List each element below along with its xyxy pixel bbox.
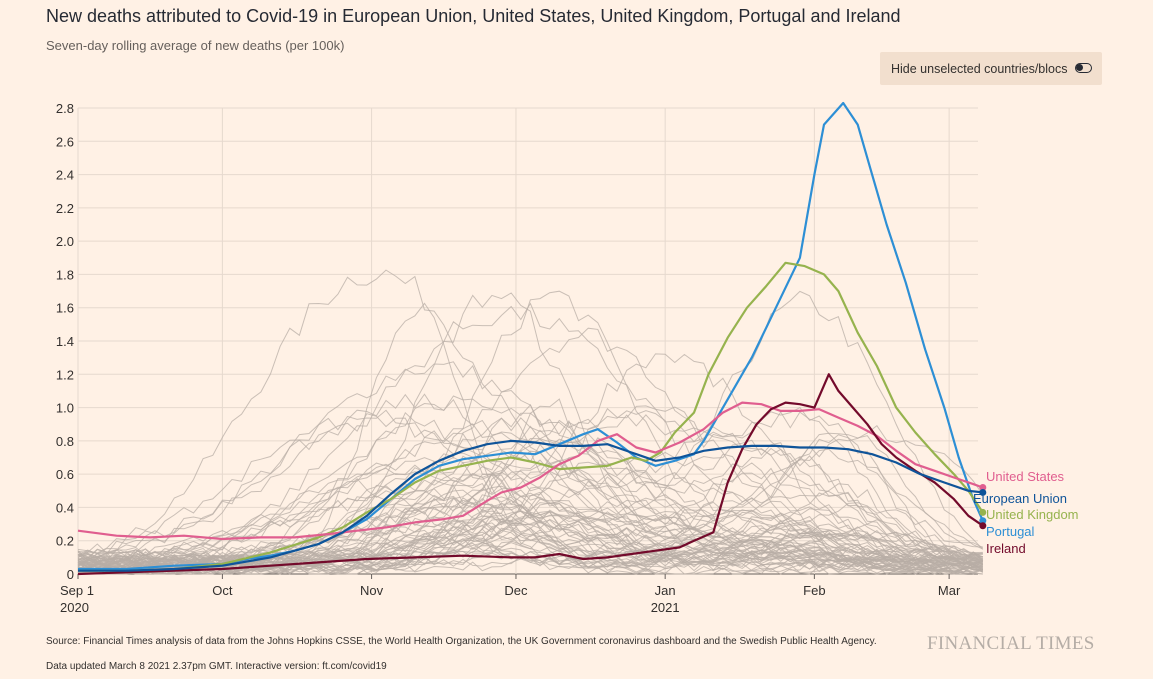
series-label-united-states: United States: [986, 469, 1065, 484]
background-country-line: [77, 487, 984, 563]
y-tick-label: 2.8: [56, 101, 74, 116]
data-updated-note: Data updated March 8 2021 2.37pm GMT. In…: [46, 661, 387, 672]
source-note: Source: Financial Times analysis of data…: [46, 636, 877, 647]
hide-unselected-toggle-button[interactable]: Hide unselected countries/blocs: [880, 52, 1102, 85]
background-country-line: [77, 498, 984, 568]
x-tick-label: Dec: [504, 583, 528, 598]
series-line-ireland: [77, 373, 984, 576]
background-country-line: [77, 437, 983, 574]
y-tick-label: 1.2: [56, 367, 74, 382]
y-tick-label: 0.4: [56, 500, 74, 515]
x-tick-label: Sep 1: [60, 583, 94, 598]
background-country-line: [77, 497, 983, 574]
background-country-line: [77, 269, 984, 565]
x-tick-sublabel: 2021: [651, 600, 680, 615]
background-country-line: [77, 494, 983, 575]
x-tick-label: Jan: [655, 583, 676, 598]
chart-plot: 0 0.2 0.4 0.6 0.8 1.0 1.2 1.4 1.6 1.8 2.0 2.2 2.4 2.6…: [56, 101, 1079, 615]
chart-subtitle: Seven-day rolling average of new deaths …: [46, 38, 345, 53]
series-line-united-states: [77, 401, 984, 541]
series-label-european-union: European Union: [973, 491, 1067, 506]
x-tick-label: Nov: [360, 583, 384, 598]
series-endpoint-united-states: [979, 483, 987, 491]
x-tick-label: Oct: [212, 583, 233, 598]
y-tick-label: 0: [67, 567, 74, 582]
series-endpoint-portugal: [979, 517, 987, 525]
background-country-line: [77, 395, 983, 561]
background-country-line: [77, 302, 983, 570]
x-tick-label: Feb: [803, 583, 825, 598]
toggle-knob: [1076, 64, 1083, 71]
series-endpoint-united-kingdom: [979, 508, 987, 516]
series-line-united-kingdom: [78, 261, 984, 572]
series-endpoint-ireland: [979, 522, 987, 530]
background-country-line: [77, 485, 983, 575]
background-country-line: [77, 497, 984, 572]
grid-lines: [77, 107, 978, 575]
y-tick-label: 2.2: [56, 201, 74, 216]
chart-title: New deaths attributed to Covid-19 in Eur…: [46, 6, 901, 26]
series-line-european-union: [78, 439, 983, 572]
series-lines: [77, 101, 987, 576]
hide-unselected-toggle-label: Hide unselected countries/blocs: [891, 61, 1068, 76]
y-tick-label: 0.2: [56, 534, 74, 549]
y-tick-label: 1.8: [56, 267, 74, 282]
x-tick-label: Mar: [938, 583, 961, 598]
background-country-line: [77, 432, 983, 565]
y-tick-label: 1.6: [56, 301, 74, 316]
series-labels: Portugal United Kingdom United States Irela…: [973, 469, 1079, 556]
background-country-line: [77, 409, 983, 560]
background-country-line: [77, 485, 983, 561]
y-tick-label: 1.0: [56, 401, 74, 416]
toggle-switch-icon[interactable]: [1075, 63, 1092, 73]
y-tick-label: 2.6: [56, 134, 74, 149]
series-label-portugal: Portugal: [986, 524, 1035, 539]
axes: 0 0.2 0.4 0.6 0.8 1.0 1.2 1.4 1.6 1.8 2.0 2.2 2.4 2.6…: [56, 101, 961, 615]
series-endpoint-european-union: [979, 488, 987, 496]
y-tick-label: 0.6: [56, 467, 74, 482]
x-tick-sublabel: 2020: [60, 600, 89, 615]
y-tick-label: 2.0: [56, 234, 74, 249]
ft-logo: FINANCIAL TIMES: [927, 633, 1095, 654]
y-tick-label: 1.4: [56, 334, 74, 349]
y-tick-label: 0.8: [56, 434, 74, 449]
background-country-line: [77, 464, 983, 575]
background-country-line: [77, 393, 983, 560]
series-label-united-kingdom: United Kingdom: [986, 507, 1079, 522]
series-label-ireland: Ireland: [986, 541, 1026, 556]
y-tick-label: 2.4: [56, 168, 74, 183]
